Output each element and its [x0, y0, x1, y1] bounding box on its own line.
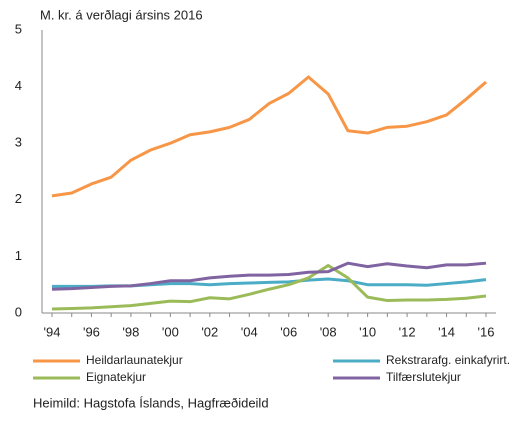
series-line: [51, 75, 487, 198]
legend-label: Rekstrarafg. einkafyrirt.: [386, 353, 510, 367]
y-tick-label: 5: [15, 21, 22, 36]
x-tick-label: '08: [320, 324, 337, 339]
y-tick-label: 4: [15, 78, 22, 93]
x-tick-label: '10: [359, 324, 376, 339]
y-tick-label: 1: [15, 248, 22, 263]
x-tick-label: '12: [399, 324, 416, 339]
series-line: [51, 261, 487, 291]
source: Heimild: Hagstofa Íslands, Hagfræðideild: [33, 395, 269, 410]
y-tick-label: 3: [15, 135, 22, 150]
x-tick-label: '06: [280, 324, 297, 339]
y-tick-label: 2: [15, 191, 22, 206]
x-tick-label: '98: [122, 324, 139, 339]
y-tick-label: 0: [15, 304, 22, 319]
chart-title: M. kr. á verðlagi ársins 2016: [40, 7, 203, 22]
x-tick-label: '02: [201, 324, 218, 339]
legend-label: Eignatekjur: [86, 370, 146, 384]
series-line: [51, 263, 487, 311]
x-tick-label: '04: [241, 324, 258, 339]
x-tick-label: '94: [44, 324, 61, 339]
x-tick-label: '14: [438, 324, 455, 339]
legend-label: Tilfærslutekjur: [386, 370, 461, 384]
x-tick-label: '00: [162, 324, 179, 339]
x-tick-label: '96: [83, 324, 100, 339]
legend-label: Heildarlaunatekjur: [86, 353, 183, 367]
x-tick-label: '16: [478, 324, 495, 339]
